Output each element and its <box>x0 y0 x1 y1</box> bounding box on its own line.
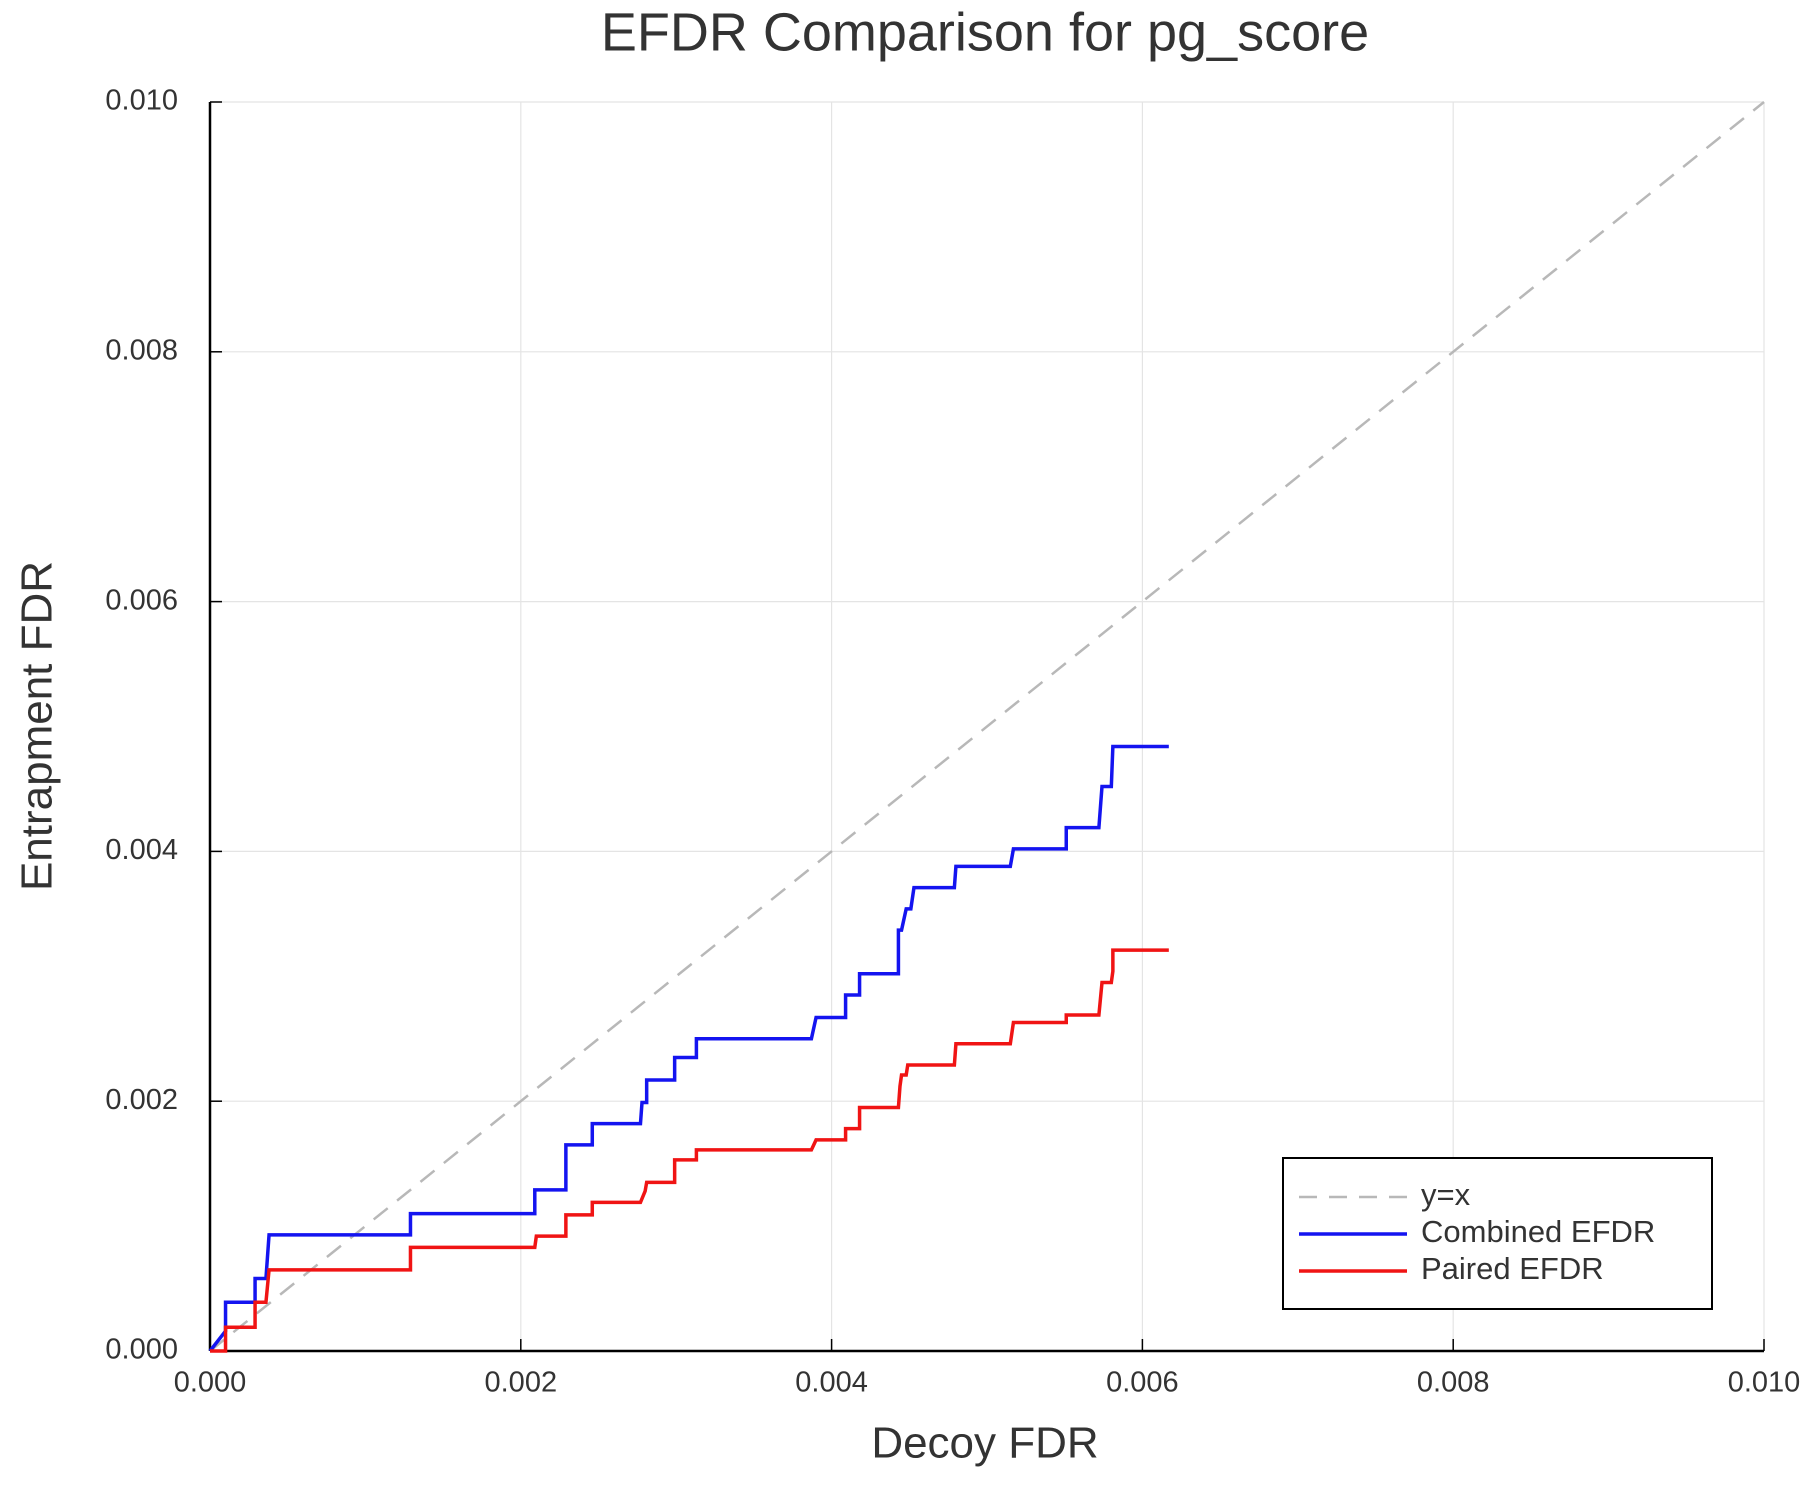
x-tick-label: 0.008 <box>1417 1367 1490 1399</box>
series-line <box>209 101 1765 1352</box>
y-axis-label: Entrapment FDR <box>13 561 62 891</box>
series-line <box>208 744 1169 1353</box>
series-line <box>210 948 1169 1353</box>
x-tick-label: 0.010 <box>1728 1367 1800 1399</box>
legend-label: y=x <box>1421 1177 1471 1212</box>
x-tick-label: 0.004 <box>795 1367 868 1399</box>
y-tick-label: 0.004 <box>105 834 178 866</box>
y-tick-label: 0.008 <box>105 334 178 366</box>
y-tick-label: 0.002 <box>105 1084 178 1116</box>
legend-label: Combined EFDR <box>1421 1214 1655 1249</box>
x-tick-label: 0.000 <box>174 1367 247 1399</box>
x-tick-label: 0.006 <box>1106 1367 1179 1399</box>
legend-label: Paired EFDR <box>1421 1251 1604 1286</box>
chart-title: EFDR Comparison for pg_score <box>601 2 1369 62</box>
y-tick-label: 0.000 <box>105 1334 178 1366</box>
y-tick-label: 0.010 <box>105 85 178 117</box>
x-tick-label: 0.002 <box>485 1367 558 1399</box>
y-tick-label: 0.006 <box>105 584 178 616</box>
x-axis-label: Decoy FDR <box>871 1419 1098 1468</box>
